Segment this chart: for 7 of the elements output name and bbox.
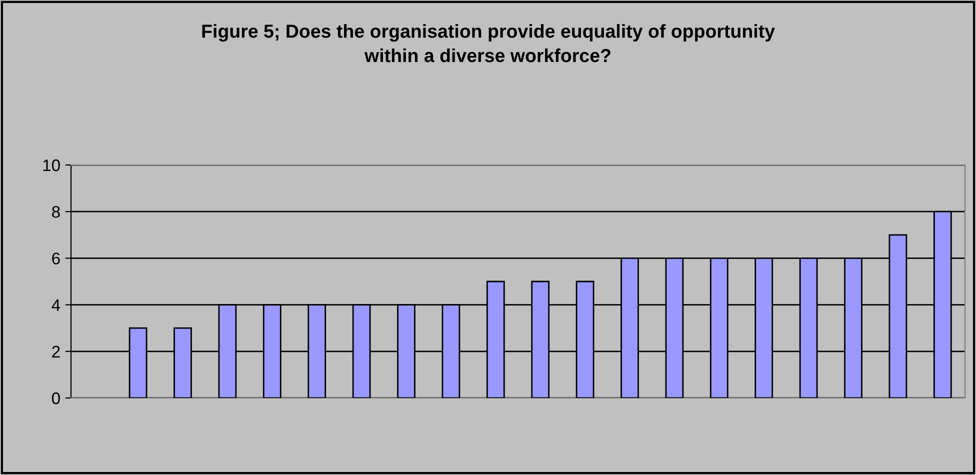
y-tick-label: 4	[52, 299, 60, 311]
y-tick-label: 0	[52, 392, 60, 404]
y-tick-label: 8	[52, 206, 60, 218]
chart-title: Figure 5; Does the organisation provide euquality of opportunity within a diverse workforce?	[202, 24, 775, 62]
y-tick-label: 10	[43, 159, 60, 172]
y-tick-label: 2	[52, 346, 60, 358]
y-tick-label: 6	[52, 252, 60, 264]
